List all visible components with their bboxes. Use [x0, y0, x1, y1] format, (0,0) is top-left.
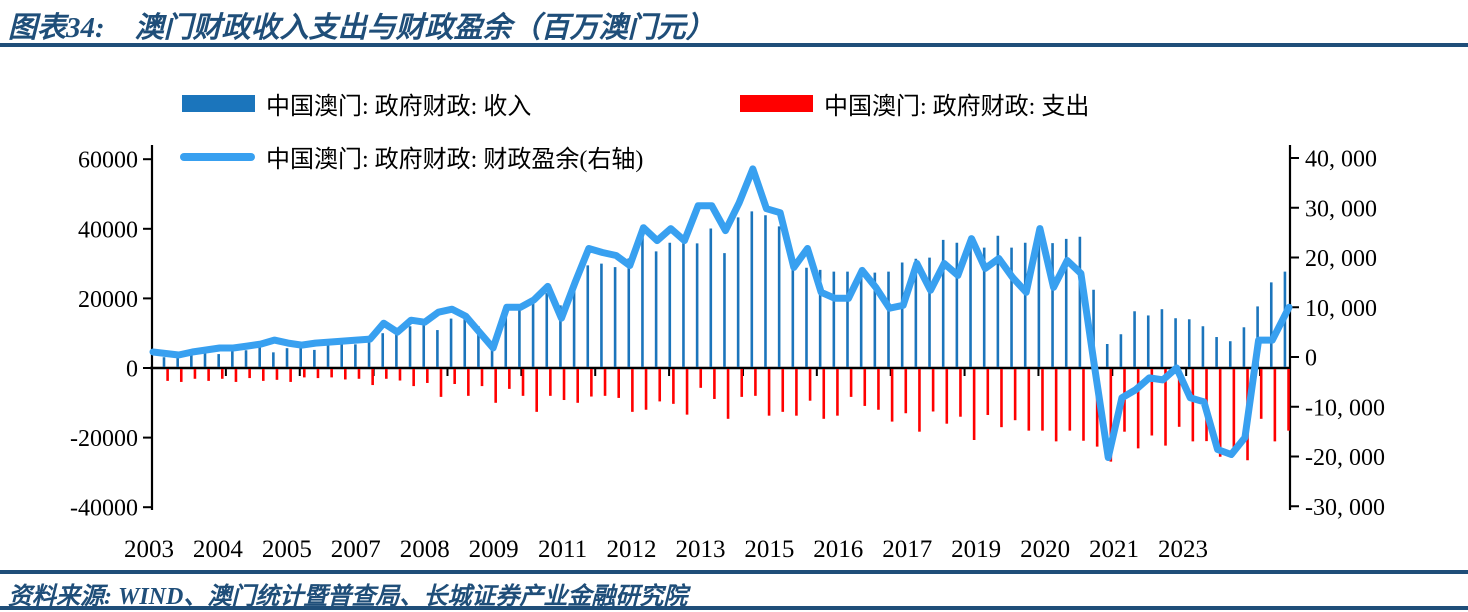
svg-text:0: 0 — [1305, 346, 1317, 372]
x-axis-tick-labels: 2003 2004 2005 2007 2008 2009 2011 2012 2013 2015… — [124, 536, 1208, 563]
surplus-line — [149, 165, 1293, 461]
svg-text:2017: 2017 — [882, 536, 932, 563]
right-axis-tick-labels: 40, 000 30, 000 20, 000 10, 000 0 -10, 000 -20… — [1305, 147, 1385, 521]
svg-text:2013: 2013 — [675, 536, 725, 563]
svg-text:-40000: -40000 — [70, 496, 138, 522]
axes — [143, 145, 1299, 510]
svg-text:2020: 2020 — [1020, 536, 1070, 563]
svg-text:2023: 2023 — [1158, 536, 1208, 563]
svg-text:2007: 2007 — [331, 536, 381, 563]
legend-label-expenditure: 中国澳门: 政府财政: 支出 — [824, 94, 1090, 120]
svg-text:2003: 2003 — [124, 536, 174, 563]
legend-item-expenditure: 中国澳门: 政府财政: 支出 — [740, 86, 1089, 121]
left-axis-tick-labels: 60000 40000 20000 0 -20000 -40000 — [70, 148, 138, 522]
svg-text:-20000: -20000 — [70, 426, 138, 452]
legend-label-surplus: 中国澳门: 政府财政: 财政盈余(右轴) — [266, 147, 644, 173]
svg-text:20, 000: 20, 000 — [1305, 246, 1377, 272]
svg-text:-10, 000: -10, 000 — [1305, 395, 1385, 421]
svg-text:40000: 40000 — [78, 217, 138, 243]
svg-text:2004: 2004 — [193, 536, 244, 563]
svg-text:2011: 2011 — [538, 536, 587, 563]
svg-text:40, 000: 40, 000 — [1305, 147, 1377, 173]
title-divider — [0, 43, 1468, 47]
svg-text:10, 000: 10, 000 — [1305, 296, 1377, 322]
legend-item-revenue: 中国澳门: 政府财政: 收入 — [182, 86, 531, 121]
figure-title-text: 澳门财政收入支出与财政盈余（百万澳门元） — [134, 12, 715, 44]
revenue-swatch-icon — [182, 95, 255, 112]
svg-text:2021: 2021 — [1089, 536, 1139, 563]
figure-number-label: 图表34: — [8, 12, 105, 44]
svg-text:2008: 2008 — [400, 536, 450, 563]
legend-label-revenue: 中国澳门: 政府财政: 收入 — [266, 94, 532, 120]
revenue-bars — [162, 211, 1287, 367]
legend-item-surplus: 中国澳门: 政府财政: 财政盈余(右轴) — [180, 139, 643, 174]
source-text: 资料来源: WIND、澳门统计暨普查局、长城证券产业金融研究院 — [8, 584, 688, 610]
footer-divider — [0, 570, 1468, 574]
svg-text:2009: 2009 — [469, 536, 519, 563]
svg-text:30, 000: 30, 000 — [1305, 196, 1377, 222]
svg-text:2019: 2019 — [951, 536, 1001, 563]
figure-title: 图表34: 澳门财政收入支出与财政盈余（百万澳门元） — [8, 4, 715, 46]
svg-text:60000: 60000 — [78, 148, 138, 174]
svg-text:2012: 2012 — [607, 536, 657, 563]
svg-text:2016: 2016 — [813, 536, 863, 563]
svg-text:-30, 000: -30, 000 — [1305, 495, 1385, 521]
svg-text:2005: 2005 — [262, 536, 312, 563]
expenditure-swatch-icon — [740, 95, 813, 112]
svg-text:-20, 000: -20, 000 — [1305, 445, 1385, 471]
svg-text:0: 0 — [126, 357, 138, 383]
svg-text:2015: 2015 — [744, 536, 794, 563]
svg-text:20000: 20000 — [78, 287, 138, 313]
surplus-line-swatch-icon — [180, 152, 255, 161]
bottom-divider — [0, 606, 1468, 610]
